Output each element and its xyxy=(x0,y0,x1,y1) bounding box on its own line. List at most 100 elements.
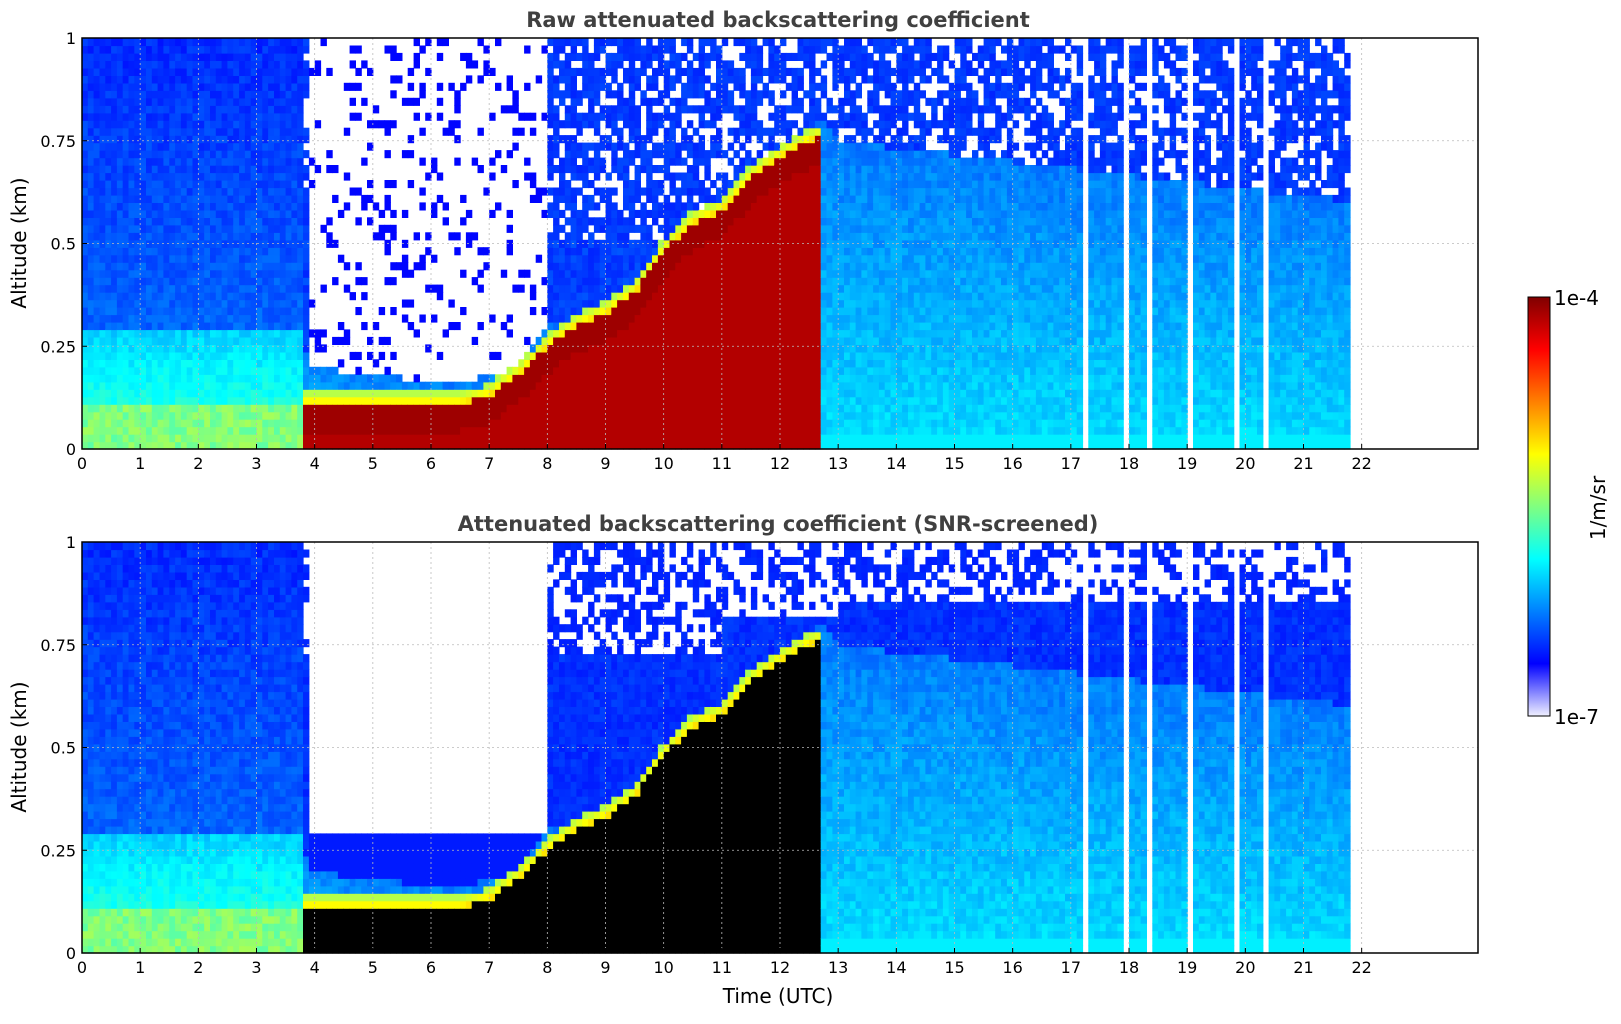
heatmap-cell xyxy=(611,336,618,345)
heatmap-cell xyxy=(634,389,641,398)
heatmap-cell xyxy=(274,112,281,121)
heatmap-cell xyxy=(239,314,246,323)
heatmap-cell xyxy=(477,75,484,84)
heatmap-cell xyxy=(407,180,415,189)
heatmap-cell xyxy=(780,389,787,398)
heatmap-cell xyxy=(337,411,345,420)
heatmap-cell xyxy=(180,194,188,203)
heatmap-cell xyxy=(774,366,781,375)
heatmap-cell xyxy=(151,232,159,241)
heatmap-cell xyxy=(146,419,153,428)
heatmap-cell xyxy=(116,404,124,413)
heatmap-cell xyxy=(780,165,787,174)
heatmap-cell xyxy=(210,194,217,203)
heatmap-cell xyxy=(495,38,502,47)
heatmap-cell xyxy=(582,82,589,91)
heatmap-cell xyxy=(524,396,531,405)
heatmap-cell xyxy=(582,292,589,301)
heatmap-cell xyxy=(593,82,601,91)
heatmap-cell xyxy=(681,426,688,435)
heatmap-cell xyxy=(169,247,176,256)
heatmap-cell xyxy=(87,389,95,398)
heatmap-cell xyxy=(180,90,188,99)
heatmap-cell xyxy=(756,127,764,136)
heatmap-cell xyxy=(227,389,234,398)
heatmap-cell xyxy=(750,411,758,420)
heatmap-cell xyxy=(791,389,798,398)
heatmap-cell xyxy=(640,351,647,360)
heatmap-cell xyxy=(227,292,234,301)
heatmap-cell xyxy=(588,52,595,61)
heatmap-cell xyxy=(337,426,345,435)
heatmap-cell xyxy=(175,426,182,435)
heatmap-cell xyxy=(785,232,793,241)
heatmap-cell xyxy=(559,269,566,278)
heatmap-cell xyxy=(774,165,781,174)
heatmap-cell xyxy=(547,322,554,331)
heatmap-cell xyxy=(646,52,653,61)
heatmap-cell xyxy=(454,90,461,99)
heatmap-cell xyxy=(192,217,199,226)
heatmap-cell xyxy=(192,194,199,203)
heatmap-cell xyxy=(652,359,659,368)
heatmap-cell xyxy=(244,396,252,405)
heatmap-cell xyxy=(303,307,310,316)
heatmap-cell xyxy=(733,374,740,383)
heatmap-cell xyxy=(87,224,95,233)
heatmap-cell xyxy=(727,194,735,203)
heatmap-cell xyxy=(570,52,577,61)
heatmap-cell xyxy=(210,90,217,99)
heatmap-cell xyxy=(559,329,566,338)
heatmap-cell xyxy=(640,209,647,218)
heatmap-cell xyxy=(652,381,659,390)
heatmap-cell xyxy=(343,374,351,383)
heatmap-cell xyxy=(320,381,327,390)
heatmap-cell xyxy=(576,434,583,443)
heatmap-cell xyxy=(692,434,700,443)
heatmap-cell xyxy=(274,411,281,420)
heatmap-cell xyxy=(262,336,269,345)
heatmap-cell xyxy=(605,277,612,286)
heatmap-cell xyxy=(681,127,688,136)
heatmap-cell xyxy=(553,307,560,316)
heatmap-cell xyxy=(239,209,246,218)
heatmap-cell xyxy=(122,60,130,69)
heatmap-cell xyxy=(750,277,758,286)
heatmap-cell xyxy=(198,247,205,256)
heatmap-cell xyxy=(157,180,164,189)
heatmap-cell xyxy=(82,105,89,114)
heatmap-cell xyxy=(547,75,554,84)
heatmap-cell xyxy=(797,411,804,420)
heatmap-cell xyxy=(780,396,787,405)
heatmap-cell xyxy=(553,90,560,99)
heatmap-cell xyxy=(82,97,89,106)
heatmap-cell xyxy=(291,426,298,435)
heatmap-cell xyxy=(256,366,263,375)
heatmap-cell xyxy=(337,336,345,345)
heatmap-cell xyxy=(105,322,112,331)
heatmap-cell xyxy=(756,209,764,218)
heatmap-cell xyxy=(279,441,287,450)
heatmap-cell xyxy=(698,381,705,390)
heatmap-cell xyxy=(489,314,496,323)
heatmap-cell xyxy=(396,411,403,420)
heatmap-cell xyxy=(710,217,717,226)
heatmap-cell xyxy=(274,314,281,323)
heatmap-cell xyxy=(704,90,711,99)
heatmap-cell xyxy=(791,351,798,360)
heatmap-cell xyxy=(146,224,153,233)
heatmap-cell xyxy=(623,329,630,338)
heatmap-cell xyxy=(87,180,95,189)
heatmap-cell xyxy=(215,187,223,196)
heatmap-cell xyxy=(215,38,223,47)
heatmap-cell xyxy=(477,389,484,398)
heatmap-cell xyxy=(675,381,682,390)
heatmap-cell xyxy=(750,254,758,263)
heatmap-cell xyxy=(303,434,310,443)
heatmap-cell xyxy=(791,82,798,91)
heatmap-cell xyxy=(675,112,682,121)
heatmap-cell xyxy=(774,262,781,271)
heatmap-cell xyxy=(128,404,135,413)
heatmap-cell xyxy=(756,150,764,159)
heatmap-cell xyxy=(297,426,304,435)
